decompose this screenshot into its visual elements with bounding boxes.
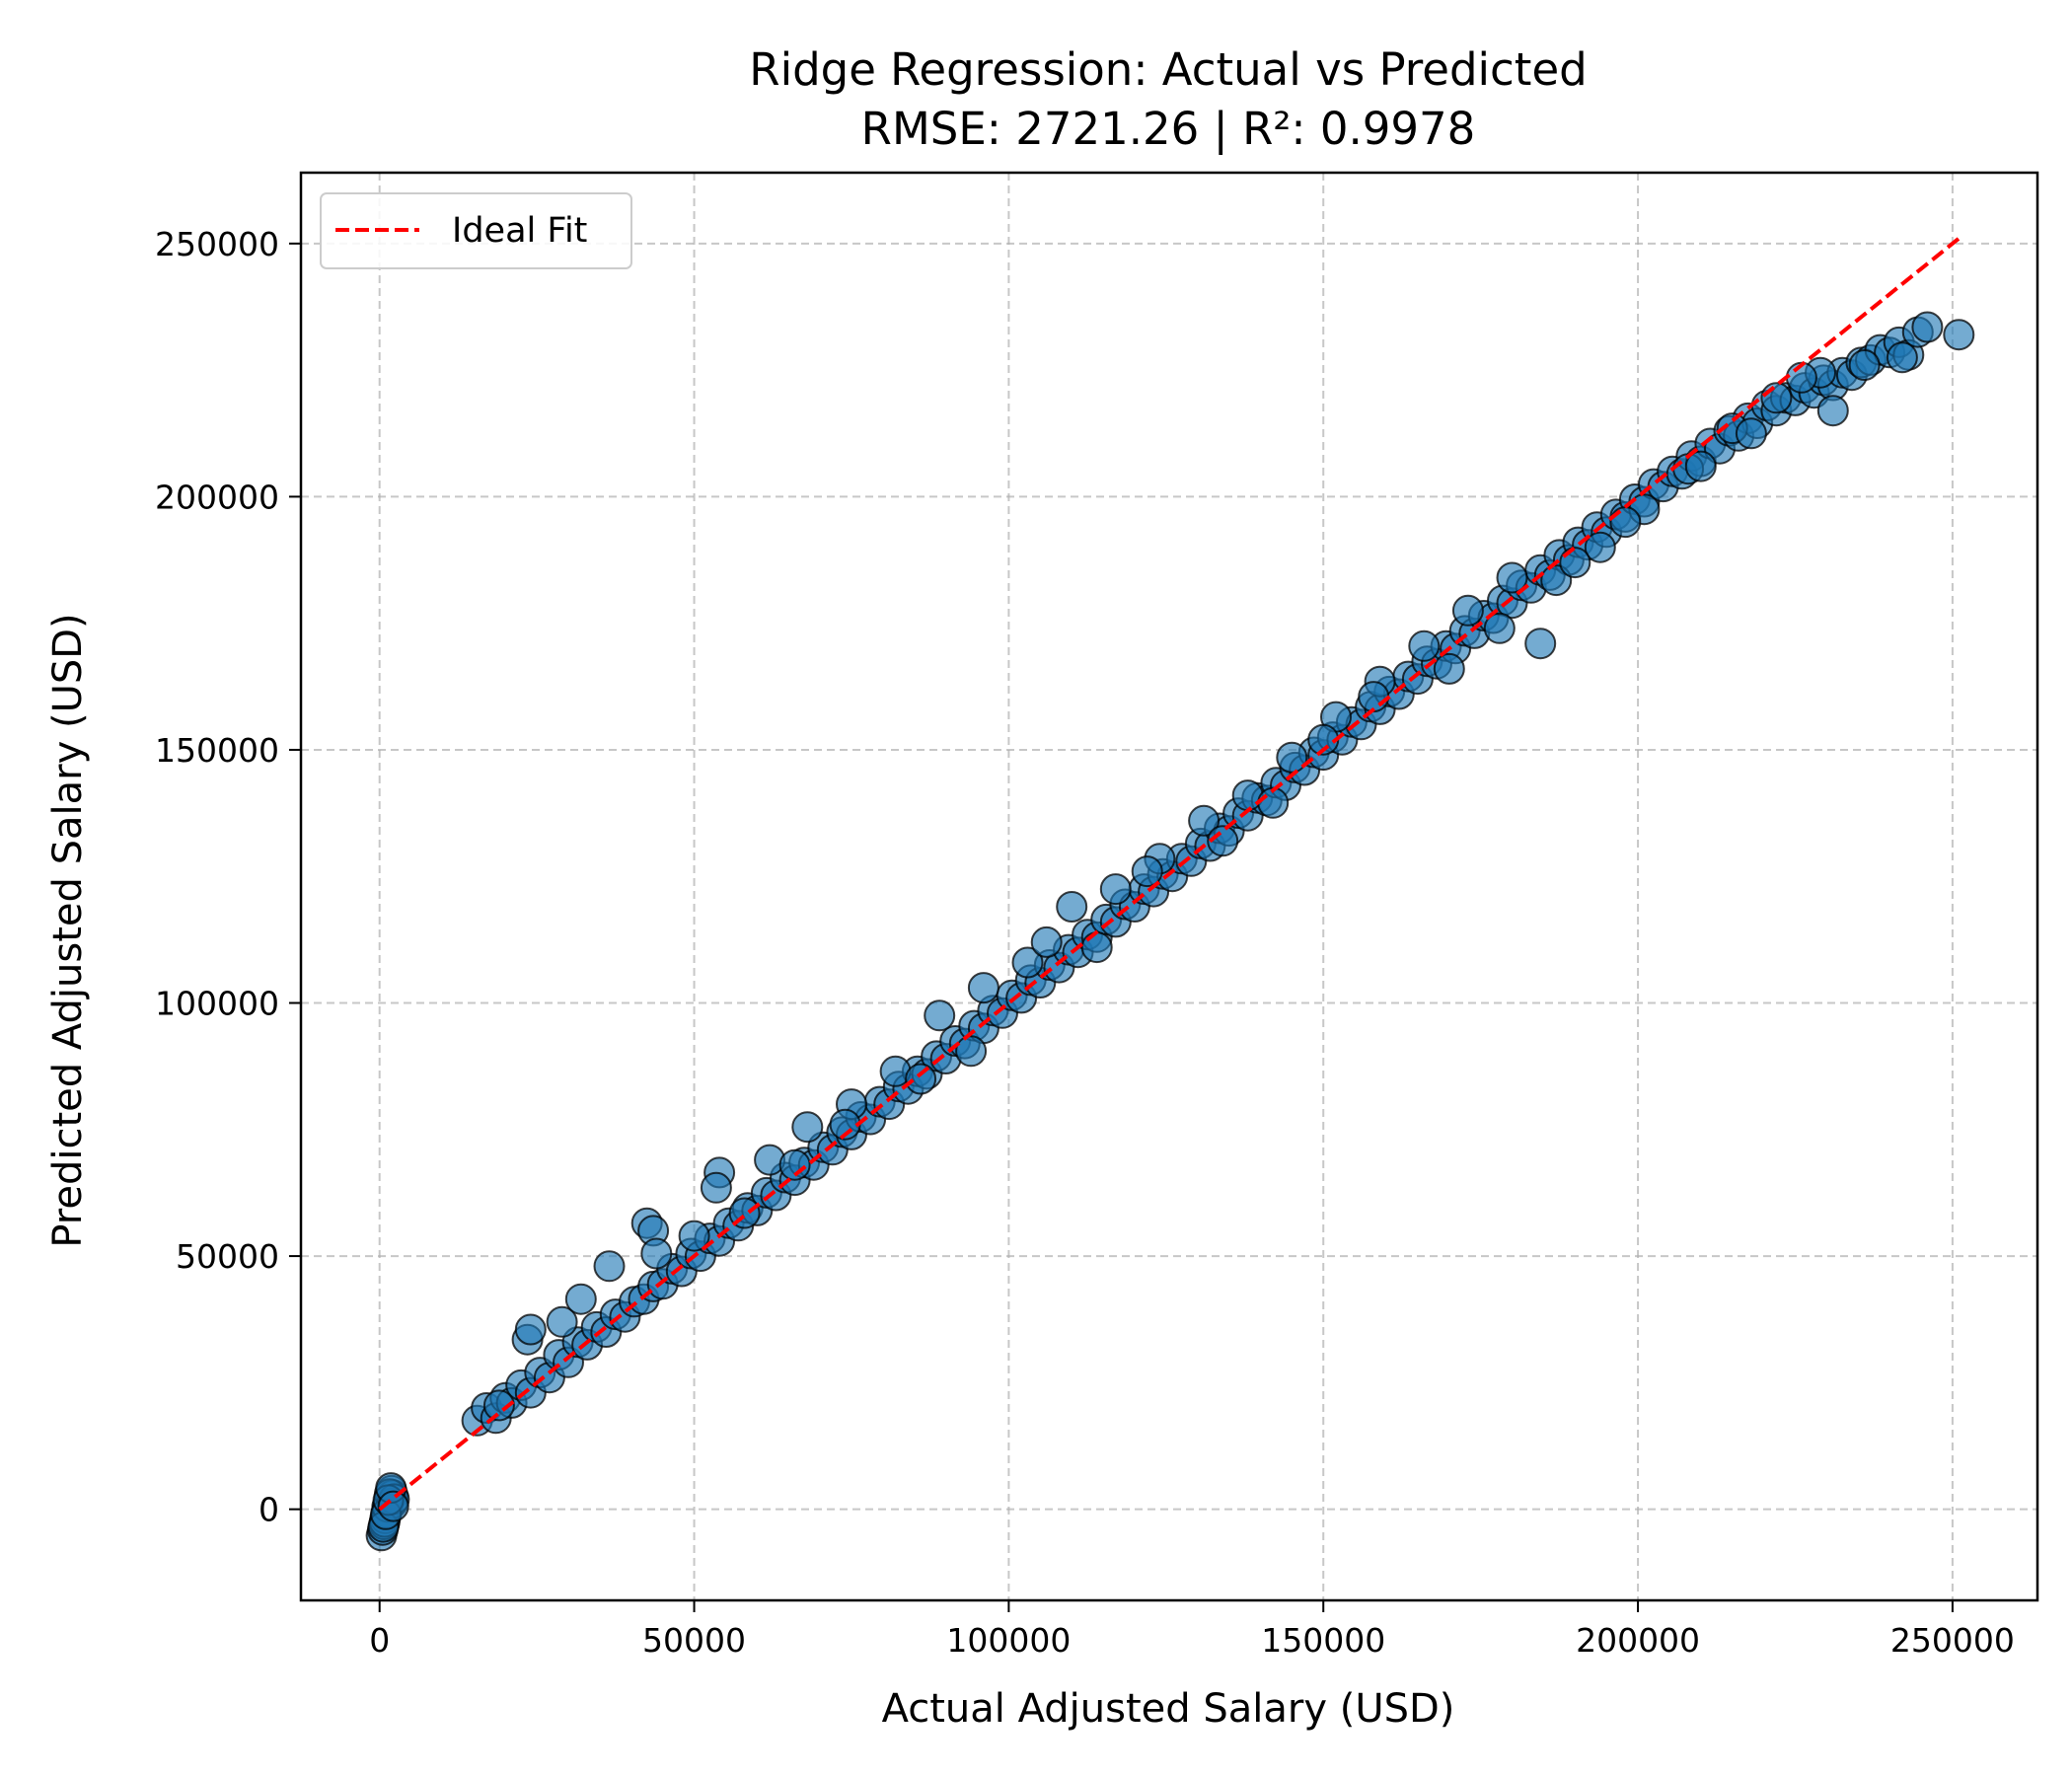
- ideal-fit-line: [378, 237, 1961, 1512]
- chart-subtitle: RMSE: 2721.26 | R²: 0.9978: [861, 103, 1476, 155]
- scatter-point: [1684, 450, 1717, 482]
- scatter-point: [1030, 925, 1063, 958]
- y-tick-label: 50000: [176, 1237, 279, 1276]
- legend-box: [320, 192, 632, 269]
- x-tick-label: 100000: [946, 1621, 1071, 1660]
- scatter-point: [678, 1220, 710, 1252]
- scatter-point: [700, 1171, 732, 1204]
- scatter-point: [640, 1237, 673, 1270]
- scatter-point: [1609, 506, 1642, 539]
- y-tick-label: 250000: [155, 225, 279, 263]
- x-axis-label: Actual Adjusted Salary (USD): [882, 1686, 1455, 1732]
- data-points: [365, 311, 1975, 1552]
- scatter-point: [1451, 594, 1484, 627]
- scatter-point: [1011, 946, 1044, 979]
- scatter-point: [377, 1490, 409, 1522]
- scatter-point: [593, 1250, 626, 1283]
- y-axis-label: Predicted Adjusted Salary (USD): [45, 613, 91, 1247]
- y-tick-label: 100000: [155, 985, 279, 1023]
- scatter-point: [1943, 319, 1975, 351]
- scatter-point: [1886, 341, 1918, 374]
- scatter-point: [1276, 741, 1308, 774]
- scatter-point: [967, 972, 999, 1004]
- axis-ticks: 0 50000 100000 150000 200000 250000 0 50000 1000…: [155, 225, 2015, 1660]
- scatter-point: [1911, 311, 1944, 343]
- y-tick-label: 150000: [155, 731, 279, 770]
- scatter-point: [924, 999, 956, 1032]
- scatter-point: [905, 1063, 937, 1095]
- scatter-point: [514, 1313, 547, 1346]
- plot-frame: [299, 171, 2039, 1602]
- scatter-point: [1131, 855, 1163, 888]
- scatter-point: [1760, 382, 1793, 414]
- chart-title: Ridge Regression: Actual vs Predicted: [749, 43, 1587, 96]
- x-tick-label: 50000: [642, 1621, 746, 1660]
- scatter-point: [1080, 931, 1113, 964]
- scatter-point: [1358, 681, 1390, 713]
- scatter-point: [1816, 395, 1849, 427]
- y-tick-label: 200000: [155, 478, 279, 516]
- scatter-point: [564, 1283, 597, 1315]
- scatter-point: [1408, 629, 1441, 662]
- scatter-point: [1188, 804, 1221, 837]
- scatter-point: [1848, 349, 1881, 381]
- scatter-point: [955, 1035, 988, 1068]
- x-tick-label: 250000: [1890, 1621, 2015, 1660]
- scatter-point: [482, 1389, 515, 1422]
- scatter-point: [791, 1111, 824, 1144]
- scatter-point: [1207, 825, 1239, 857]
- scatter-point: [1483, 612, 1516, 644]
- scatter-point: [1496, 561, 1528, 594]
- scatter-point: [1099, 873, 1132, 906]
- ideal-fit-layer: [378, 237, 1961, 1512]
- x-tick-label: 0: [369, 1621, 390, 1660]
- scatter-point: [1735, 417, 1767, 450]
- scatter-point: [1433, 652, 1465, 685]
- legend-ideal-fit-label: Ideal Fit: [452, 211, 587, 251]
- scatter-point: [1056, 891, 1088, 923]
- scatter-point: [546, 1305, 578, 1338]
- x-tick-label: 150000: [1261, 1621, 1385, 1660]
- x-tick-label: 200000: [1576, 1621, 1700, 1660]
- y-tick-label: 0: [259, 1491, 279, 1529]
- scatter-point: [1559, 547, 1591, 579]
- legend: Ideal Fit: [320, 192, 632, 269]
- scatter-point: [1584, 531, 1616, 563]
- scatter-point: [778, 1148, 811, 1181]
- scatter-point: [1524, 628, 1557, 660]
